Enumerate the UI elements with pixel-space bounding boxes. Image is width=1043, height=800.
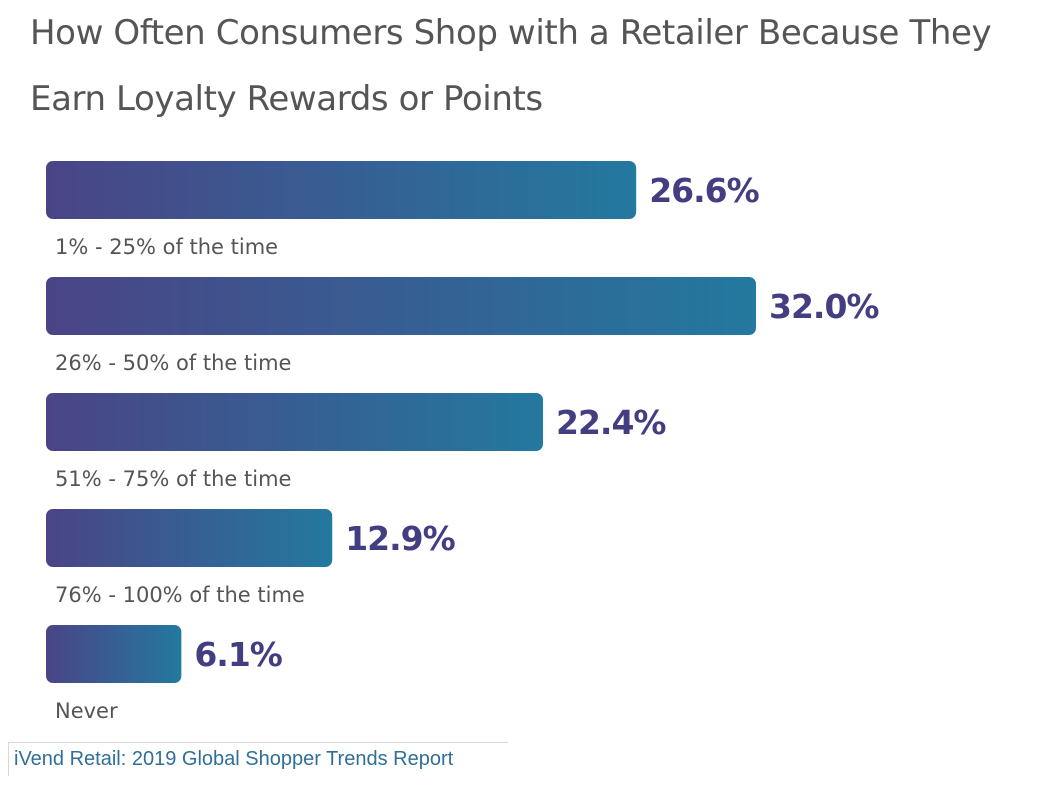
category-label-1: 1% - 25% of the time [55, 235, 278, 259]
bar-1 [46, 161, 637, 219]
category-label-3: 51% - 75% of the time [55, 467, 291, 491]
value-label-3: 22.4% [556, 403, 666, 442]
bar-3 [46, 393, 543, 451]
category-label-4: 76% - 100% of the time [55, 583, 305, 607]
value-label-1: 26.6% [649, 171, 759, 210]
bar-5 [46, 625, 182, 683]
bars-group: 26.6% 1% - 25% of the time 32.0% 26% - 50% … [46, 161, 880, 723]
bar-2 [46, 277, 756, 335]
source-caption: iVend Retail: 2019 Global Shopper Trends… [8, 742, 508, 776]
category-label-2: 26% - 50% of the time [55, 351, 291, 375]
value-label-2: 32.0% [769, 287, 879, 326]
value-label-5: 6.1% [194, 635, 282, 674]
category-label-5: Never [55, 699, 118, 723]
bar-chart: 26.6% 1% - 25% of the time 32.0% 26% - 50% … [46, 161, 880, 723]
chart-title: How Often Consumers Shop with a Retailer… [30, 13, 992, 119]
value-label-4: 12.9% [345, 519, 455, 558]
bar-4 [46, 509, 333, 567]
